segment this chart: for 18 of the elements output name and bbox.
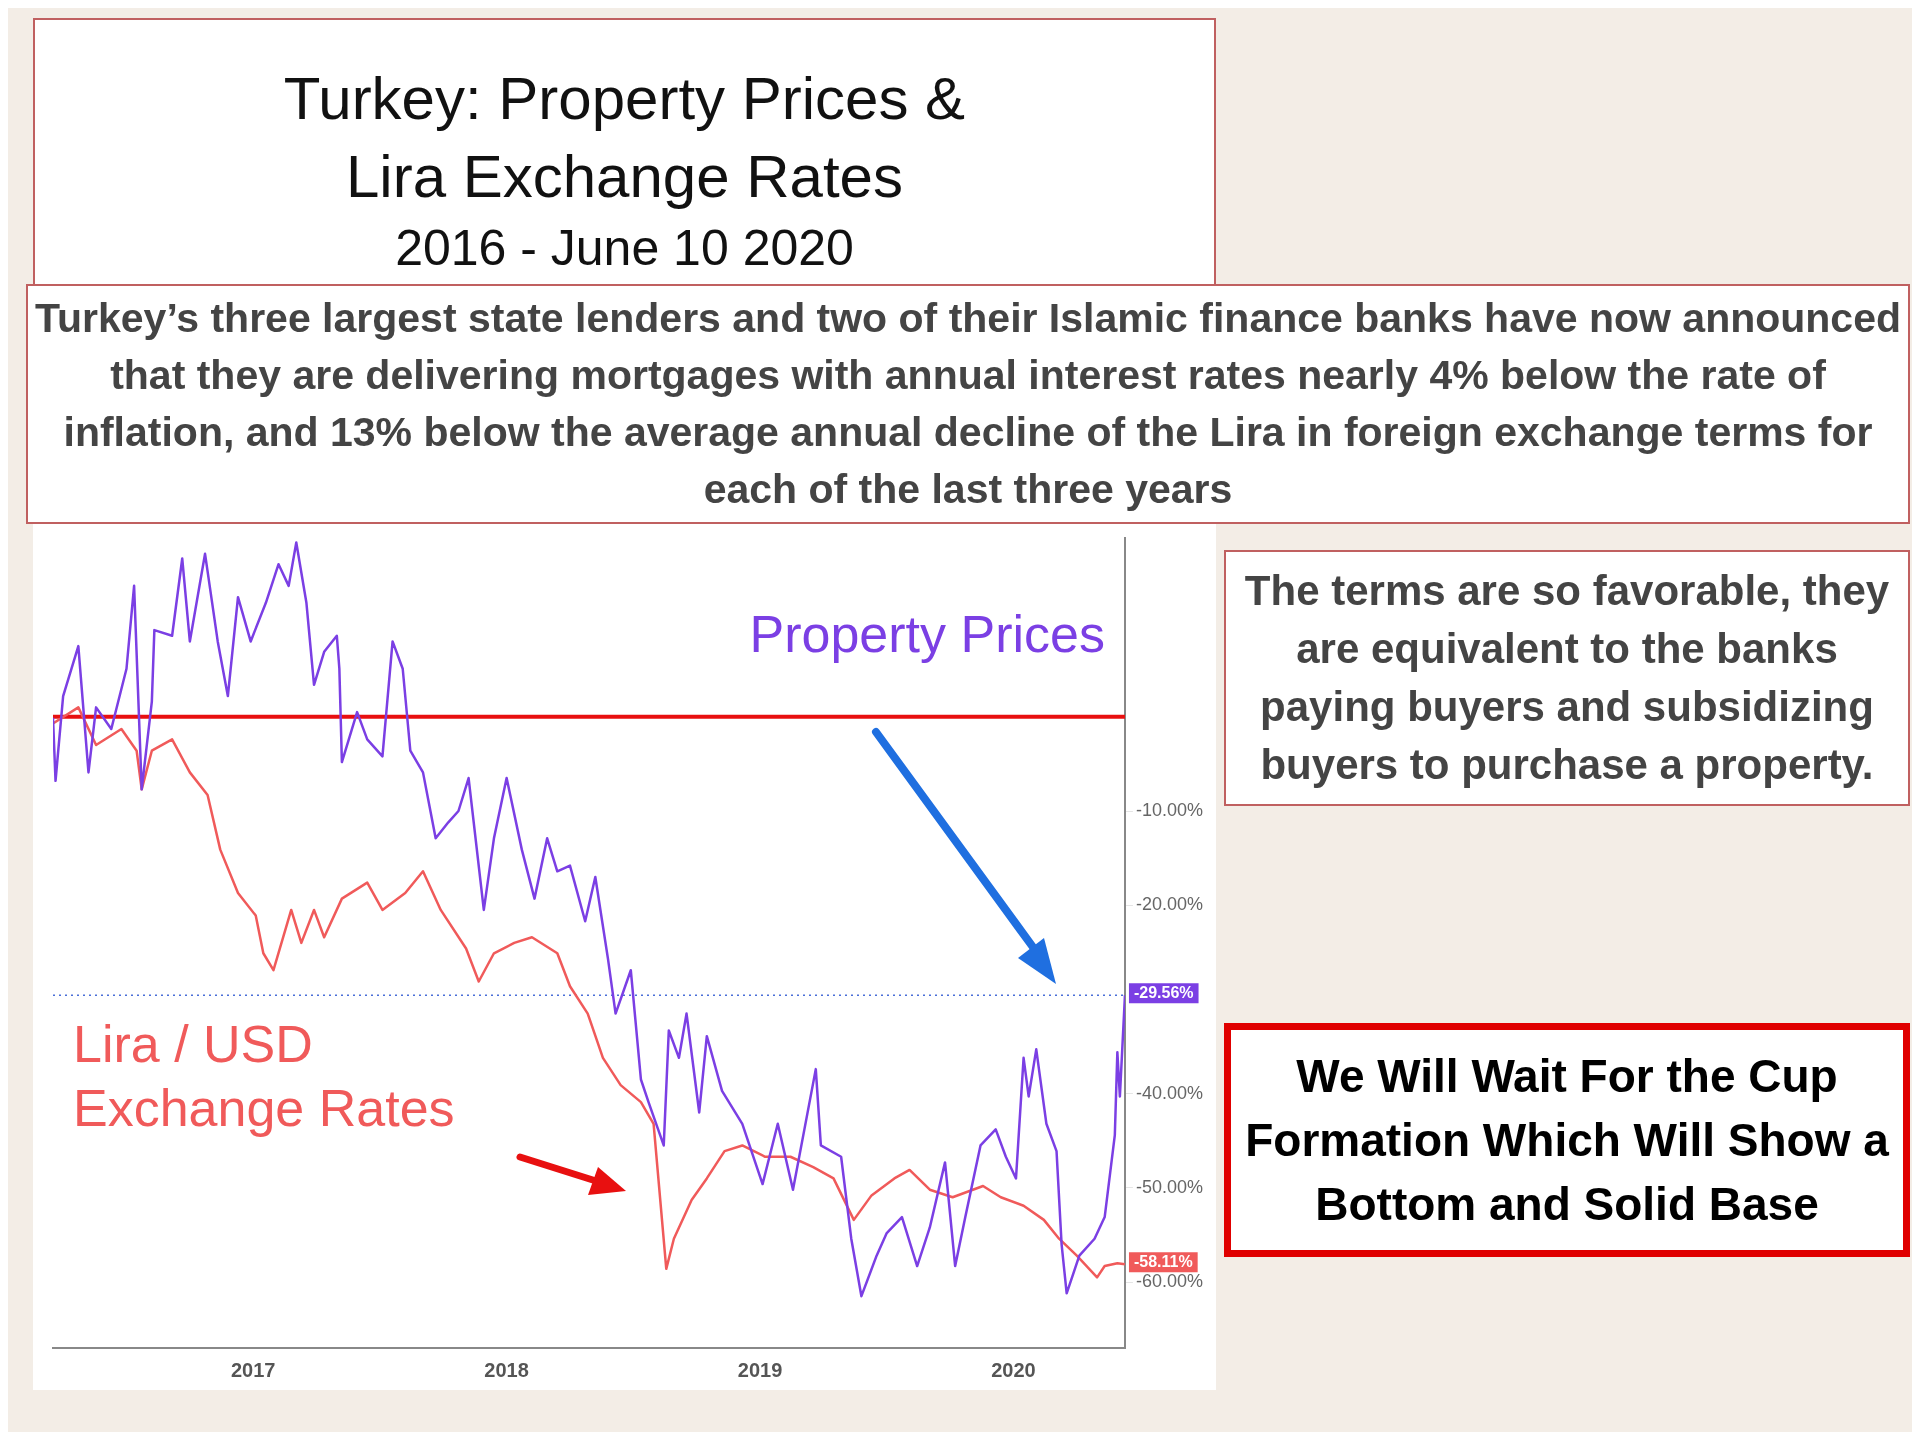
y-tick-label: -40.00% [1135,1082,1203,1103]
text: Turkey’s three largest state lenders and two of their Islamic finance banks have now announced that they are delivering mortgages with annual interest rates nearly 4% below the rate of inflation, and 13% below the average annual decline of the Lira in foreign exchange terms for each of the last three years [26,284,1910,524]
y-tick-label: -20.00% [1135,894,1203,915]
annotation: -29.56% [1133,983,1194,1001]
x-tick-label: 2017 [230,1358,276,1381]
chart-title: Turkey: Property Prices & Lira Exchange Rates [282,64,967,212]
x-tick-label: 2019 [737,1358,783,1381]
y-tick-label: -10.00% [1135,799,1203,820]
text: The terms are so favorable, they are equivalent to the banks paying buyers and subsidizing buyers to purchase a property. [1224,550,1910,806]
text: Property Prices [749,605,1105,664]
y-tick-label: -60.00% [1135,1271,1203,1292]
annotation: -58.11% [1133,1252,1193,1270]
series-label: Lira / USD Exchange Rates [73,1015,455,1138]
x-tick-label: 2018 [484,1358,529,1381]
y-tick-label: -50.00% [1135,1176,1203,1197]
text: We Will Wait For the Cup Formation Which Will Show a Bottom and Solid Base [1224,1023,1910,1257]
chart-subtitle: 2016 - June 10 2020 [394,219,855,278]
x-tick-label: 2020 [991,1358,1036,1381]
